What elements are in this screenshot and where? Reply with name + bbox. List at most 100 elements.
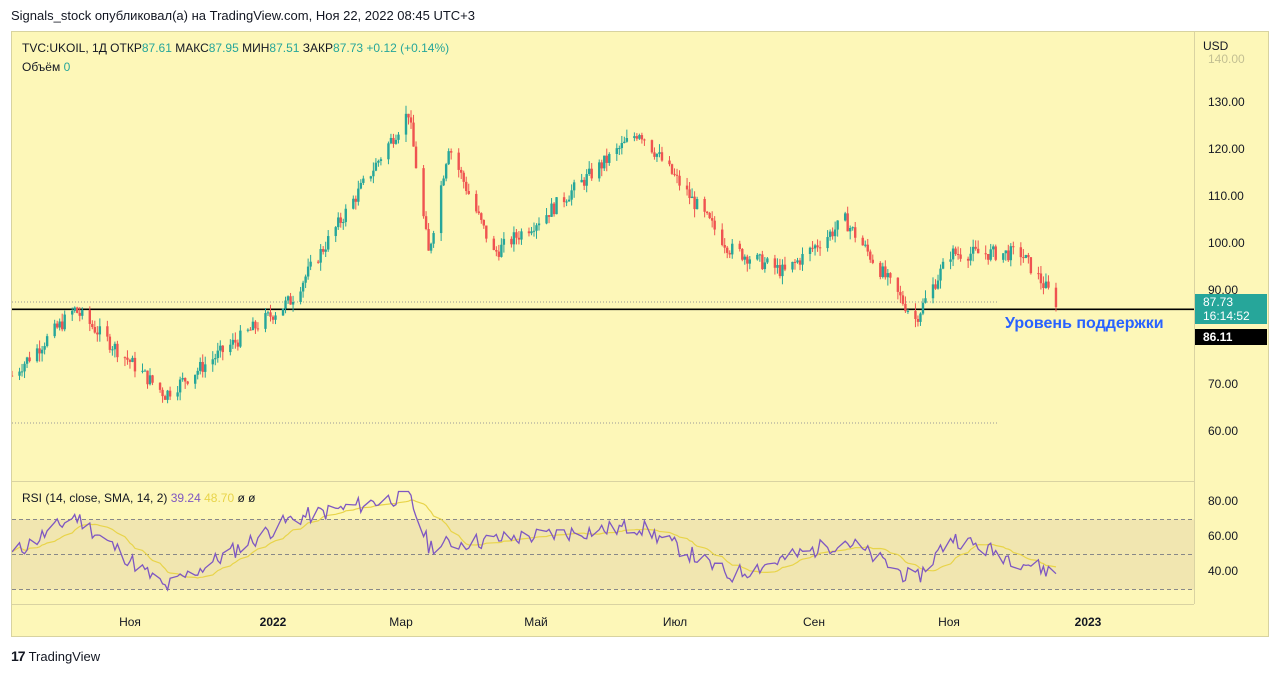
candle-body xyxy=(71,310,74,315)
candle-body xyxy=(372,170,375,177)
candle-body xyxy=(342,222,345,224)
candle-body xyxy=(625,138,629,142)
candle-body xyxy=(545,215,548,224)
volume-label: Объём xyxy=(22,60,61,74)
candle-body xyxy=(216,350,219,359)
candle-body xyxy=(211,359,214,365)
candle-body xyxy=(397,134,400,140)
candle-body xyxy=(128,359,132,362)
tradingview-logo[interactable]: 17 TradingView xyxy=(11,648,100,664)
candle-body xyxy=(429,243,433,251)
candle-body xyxy=(183,377,187,382)
rsi-pane[interactable]: RSI (14, close, SMA, 14, 2) 39.24 48.70 … xyxy=(12,481,1194,605)
price-tick: 140.00 xyxy=(1208,52,1245,66)
price-pane[interactable]: TVC:UKOIL, 1Д ОТКР87.61 МАКС87.95 МИН87.… xyxy=(12,32,1194,480)
candle-body xyxy=(422,168,425,217)
candle-body xyxy=(53,323,56,337)
candle-body xyxy=(477,211,480,214)
price-axis[interactable]: USD 140.00 130.00 120.00 110.00 100.00 9… xyxy=(1194,32,1271,604)
candle-body xyxy=(40,349,44,354)
candle-body xyxy=(12,375,14,377)
candle-body xyxy=(532,230,536,232)
candle-body xyxy=(96,332,99,335)
volume-legend: Объём 0 xyxy=(22,60,70,74)
candle-body xyxy=(608,154,611,163)
candle-body xyxy=(354,198,358,202)
chart-container[interactable]: TVC:UKOIL, 1Д ОТКР87.61 МАКС87.95 МИН87.… xyxy=(11,31,1269,637)
candle-body xyxy=(1004,250,1007,254)
candle-body xyxy=(512,232,516,245)
candle-body xyxy=(971,246,975,254)
candle-body xyxy=(148,375,152,385)
candle-body xyxy=(81,310,84,316)
candle-body xyxy=(266,312,270,314)
symbol-name[interactable]: TVC:UKOIL, 1Д xyxy=(22,41,107,55)
rsi-label[interactable]: RSI (14, close, SMA, 14, 2) xyxy=(22,491,168,505)
candle-body xyxy=(746,256,749,264)
candle-body xyxy=(976,248,980,254)
candle-body xyxy=(1047,281,1050,288)
time-tick: Ноя xyxy=(938,615,960,629)
last-price: 87.73 xyxy=(1203,295,1234,309)
candle-body xyxy=(949,259,952,262)
candle-body xyxy=(254,321,257,329)
candle-body xyxy=(304,276,307,283)
candle-body xyxy=(113,343,117,350)
candle-body xyxy=(502,238,506,245)
candle-body xyxy=(994,246,997,260)
candle-body xyxy=(239,330,242,347)
candle-body xyxy=(562,197,566,203)
candle-body xyxy=(334,227,337,237)
candle-body xyxy=(407,113,410,118)
candle-body xyxy=(271,316,275,320)
candle-body xyxy=(146,370,149,385)
rsi-chart-canvas[interactable] xyxy=(12,482,1194,605)
candle-body xyxy=(992,246,995,250)
candle-body xyxy=(587,168,591,175)
candle-body xyxy=(881,266,885,277)
candle-body xyxy=(495,250,498,252)
candle-body xyxy=(567,199,571,202)
candle-body xyxy=(954,248,957,255)
candle-body xyxy=(690,196,694,199)
price-chart-canvas[interactable] xyxy=(12,32,1194,480)
currency-label[interactable]: USD xyxy=(1203,39,1229,53)
candle-body xyxy=(537,223,541,226)
candle-body xyxy=(141,370,144,372)
candle-body xyxy=(673,173,676,175)
candle-body xyxy=(914,310,917,319)
candle-body xyxy=(693,196,696,210)
candle-body xyxy=(966,258,970,261)
candle-body xyxy=(424,216,428,230)
candle-body xyxy=(828,231,832,238)
symbol-legend: TVC:UKOIL, 1Д ОТКР87.61 МАКС87.95 МИН87.… xyxy=(22,41,449,55)
candle-body xyxy=(811,247,814,249)
candle-body xyxy=(377,160,380,163)
candle-body xyxy=(879,262,882,277)
candle-body xyxy=(379,159,383,161)
candle-body xyxy=(843,213,847,221)
candle-body xyxy=(708,213,711,219)
time-tick: Май xyxy=(524,615,548,629)
candle-body xyxy=(919,313,922,322)
candle-body xyxy=(106,326,109,337)
close-value: 87.73 xyxy=(333,41,364,55)
candle-body xyxy=(721,229,724,245)
candle-body xyxy=(801,253,804,265)
candle-body xyxy=(88,310,91,324)
candle-body xyxy=(552,203,556,215)
rsi-extra-2: ø xyxy=(248,491,256,505)
candle-body xyxy=(713,220,716,230)
candle-body xyxy=(219,345,222,351)
candle-body xyxy=(705,211,709,214)
candle-body xyxy=(76,307,79,313)
candle-body xyxy=(738,243,741,250)
volume-value: 0 xyxy=(63,60,71,74)
candle-body xyxy=(427,229,430,251)
candle-body xyxy=(580,179,583,183)
candle-body xyxy=(116,343,119,358)
candle-body xyxy=(791,261,794,270)
time-axis[interactable]: Ноя 2022 Мар Май Июл Сен Ноя 2023 xyxy=(12,604,1194,638)
candle-body xyxy=(959,254,962,259)
candle-body xyxy=(497,251,501,257)
